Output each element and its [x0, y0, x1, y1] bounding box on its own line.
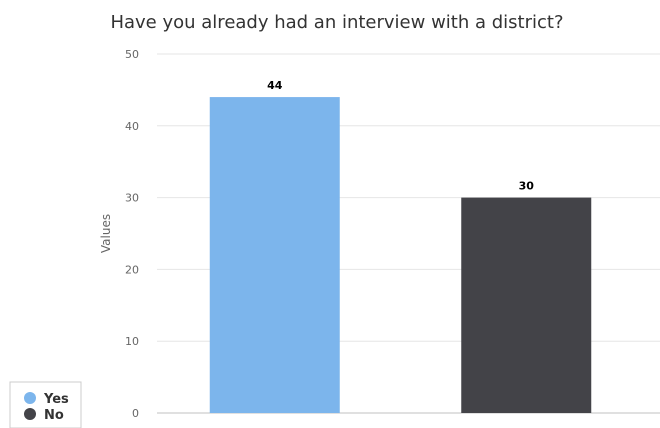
data-labels: 44 30	[267, 79, 534, 193]
y-tick-label-40: 40	[125, 120, 139, 133]
bar-no	[461, 197, 592, 413]
y-tick-label-20: 20	[125, 263, 139, 276]
data-label-no: 30	[519, 180, 535, 193]
y-tick-label-50: 50	[125, 48, 139, 61]
legend-label-no[interactable]: No	[44, 408, 64, 423]
legend-box	[9, 381, 82, 428]
bar-yes	[209, 97, 340, 413]
y-tick-label-30: 30	[125, 192, 139, 205]
y-tick-label-10: 10	[125, 335, 139, 348]
data-label-yes: 44	[267, 79, 283, 92]
bars	[209, 97, 592, 413]
legend-marker-yes	[24, 392, 36, 404]
legend-label-yes[interactable]: Yes	[43, 392, 69, 407]
chart-title: Have you already had an interview with a…	[110, 12, 563, 33]
y-tick-label-0: 0	[132, 407, 139, 420]
y-axis-ticks: 0 10 20 30 40 50	[125, 48, 139, 420]
y-axis-title: Values	[99, 214, 113, 253]
legend-marker-no	[24, 408, 36, 420]
